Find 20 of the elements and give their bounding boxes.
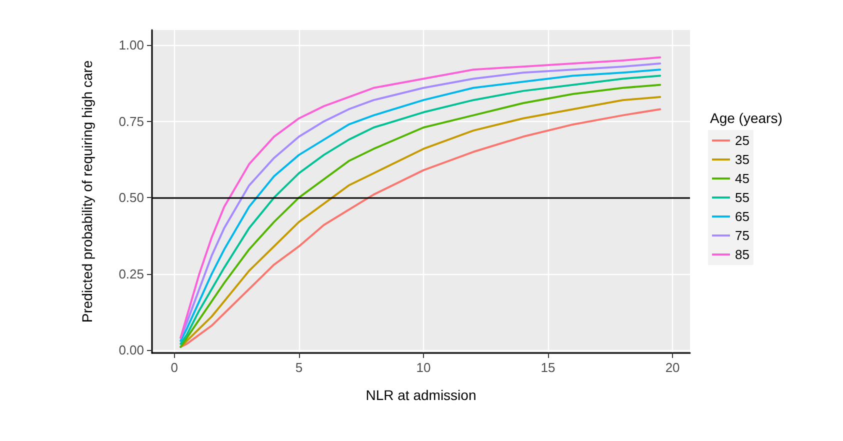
legend-label: 75 <box>735 228 750 243</box>
y-axis-title: Predicted probability of requiring high care <box>79 60 95 323</box>
y-tick-label: 0.00 <box>118 342 144 358</box>
y-tick-label: 0.25 <box>118 266 144 282</box>
legend-label: 65 <box>735 209 750 224</box>
legend-label: 35 <box>735 152 750 167</box>
y-tick-label: 0.75 <box>118 114 144 129</box>
x-tick-label: 10 <box>416 360 431 375</box>
x-tick-label: 20 <box>665 360 680 375</box>
x-tick-label: 0 <box>170 360 178 375</box>
x-tick-label: 5 <box>295 360 303 375</box>
legend-title: Age (years) <box>710 110 782 126</box>
x-tick-label: 15 <box>540 360 556 375</box>
y-tick-label: 0.50 <box>118 190 144 206</box>
legend-label: 85 <box>735 247 750 262</box>
x-axis-title: NLR at admission <box>366 387 476 403</box>
legend-label: 25 <box>735 133 750 148</box>
legend-label: 55 <box>735 190 750 205</box>
legend-label: 45 <box>735 171 750 186</box>
y-tick-label: 1.00 <box>118 38 144 53</box>
